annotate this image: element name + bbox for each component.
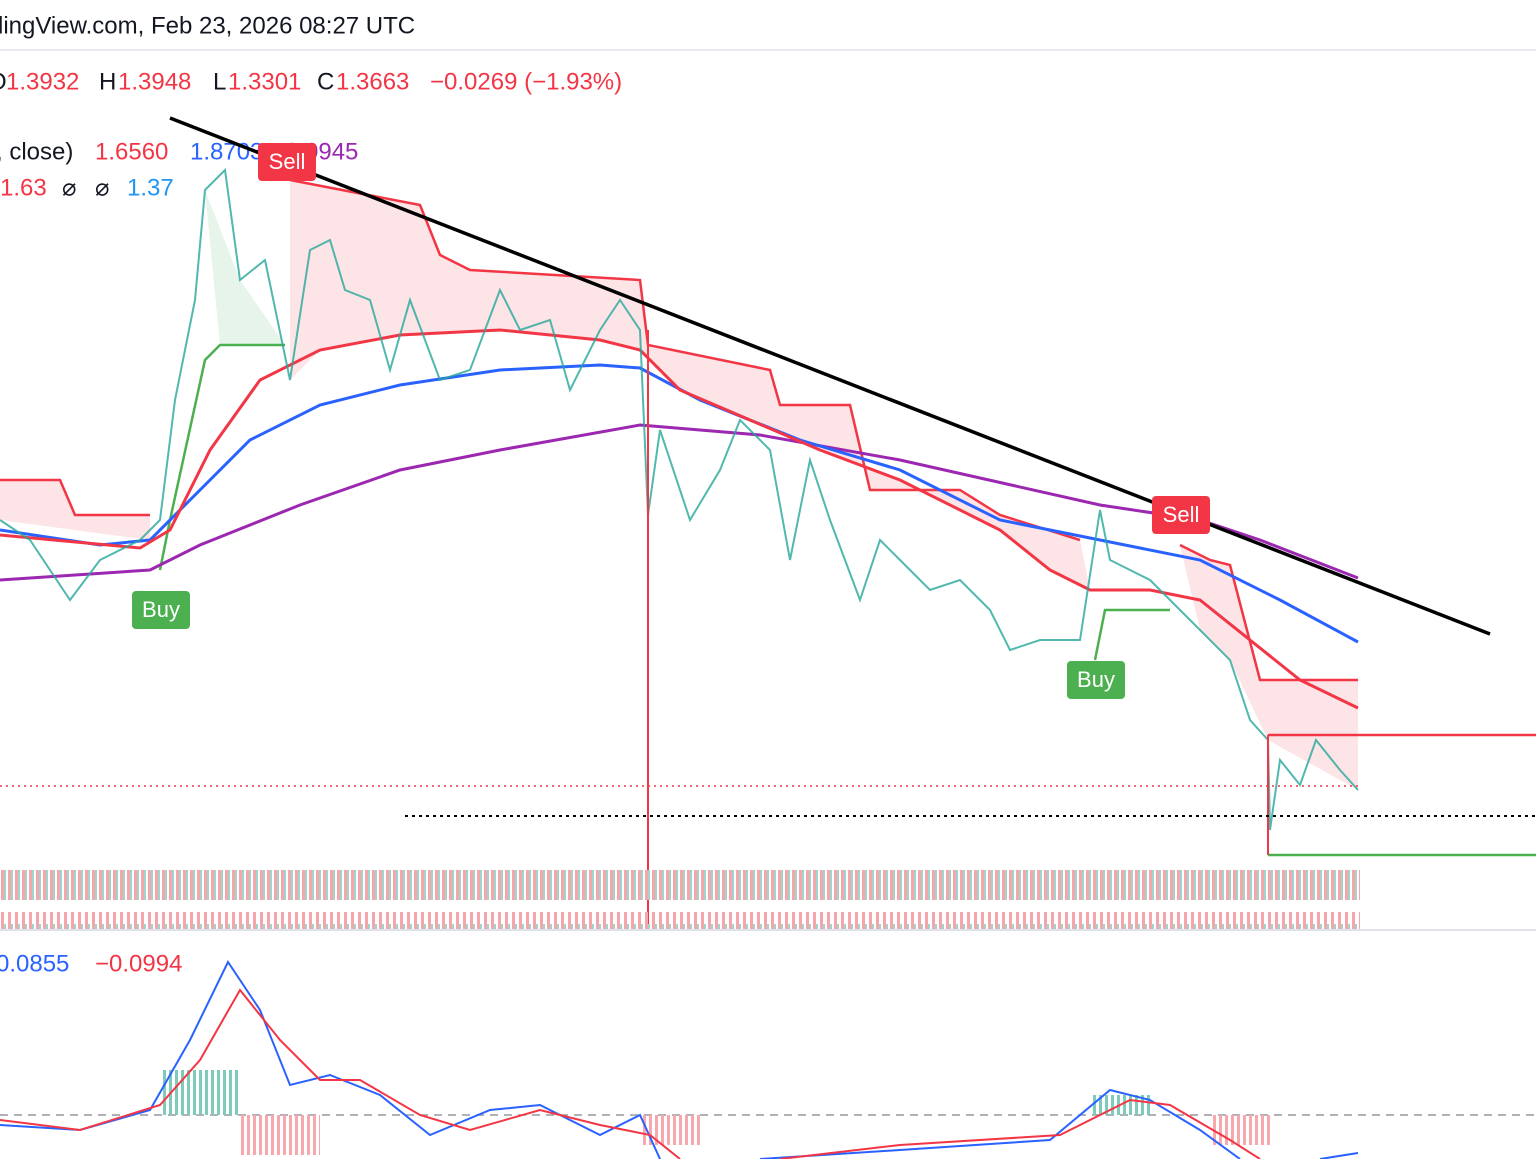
close-label: C bbox=[317, 68, 334, 95]
signal-label: Sell bbox=[1163, 502, 1200, 527]
low-label: L bbox=[213, 68, 226, 95]
ma-line bbox=[0, 363, 1359, 644]
supertrend-line bbox=[289, 178, 1081, 542]
ma-value-2: 1.8703 bbox=[190, 138, 263, 165]
macd-line bbox=[0, 959, 661, 1159]
signal-line bbox=[779, 1098, 1261, 1159]
histogram bbox=[160, 1070, 240, 1115]
ma-legend: , close) bbox=[0, 138, 73, 165]
histogram bbox=[640, 1115, 700, 1145]
macd-value: −0.0994 bbox=[95, 950, 182, 977]
st-value-4: 1.37 bbox=[127, 174, 174, 201]
signal-line bbox=[0, 988, 681, 1159]
supertrend-fill bbox=[205, 190, 285, 345]
supertrend-fill bbox=[0, 480, 150, 540]
supertrend-line bbox=[1179, 543, 1358, 682]
signal-buy: Buy bbox=[1067, 661, 1125, 699]
supertrend-line bbox=[1093, 608, 1170, 661]
macd-value: 0.0855 bbox=[0, 950, 69, 977]
low-value: 1.3301 bbox=[228, 68, 301, 95]
change: −0.0269 (−1.93%) bbox=[430, 68, 622, 95]
macd-line bbox=[1319, 1152, 1359, 1159]
histogram bbox=[1210, 1115, 1270, 1145]
open-value: 1.3932 bbox=[6, 68, 79, 95]
macd-pane: 0.0855 −0.0994 bbox=[0, 950, 1536, 1159]
price-line bbox=[0, 167, 1359, 831]
signal-buy: Buy bbox=[132, 591, 190, 629]
open-label: O bbox=[0, 68, 7, 95]
high-value: 1.3948 bbox=[118, 68, 191, 95]
signal-label: Buy bbox=[142, 597, 180, 622]
signal-sell: Sell bbox=[258, 143, 316, 181]
st-value-2: ⌀ bbox=[62, 174, 76, 201]
volume-bars bbox=[0, 870, 1360, 930]
supertrend-line bbox=[158, 343, 285, 571]
supertrend-fill bbox=[290, 180, 1090, 590]
ma-line bbox=[0, 328, 1359, 710]
ohlc-row: O 1.3932 H 1.3948 L 1.3301 C 1.3663 −0.0… bbox=[0, 68, 622, 95]
supertrend-fill bbox=[1180, 545, 1358, 790]
st-value-1: 1.63 bbox=[0, 174, 47, 201]
source-line: lingView.com, Feb 23, 2026 08:27 UTC bbox=[0, 12, 415, 39]
trendline bbox=[169, 116, 1491, 636]
signal-label: Sell bbox=[269, 149, 306, 174]
high-label: H bbox=[99, 68, 116, 95]
close-value: 1.3663 bbox=[336, 68, 409, 95]
macd-line bbox=[759, 1088, 1241, 1159]
signal-sell: Sell bbox=[1152, 496, 1210, 534]
header: lingView.com, Feb 23, 2026 08:27 UTC bbox=[0, 12, 1536, 51]
histogram bbox=[240, 1115, 320, 1155]
ma-value-1: 1.6560 bbox=[95, 138, 168, 165]
price-pane: Sell Buy Buy Sell bbox=[0, 116, 1536, 931]
st-value-3: ⌀ bbox=[95, 174, 109, 201]
supertrend-line bbox=[0, 478, 150, 517]
signal-label: Buy bbox=[1077, 667, 1115, 692]
